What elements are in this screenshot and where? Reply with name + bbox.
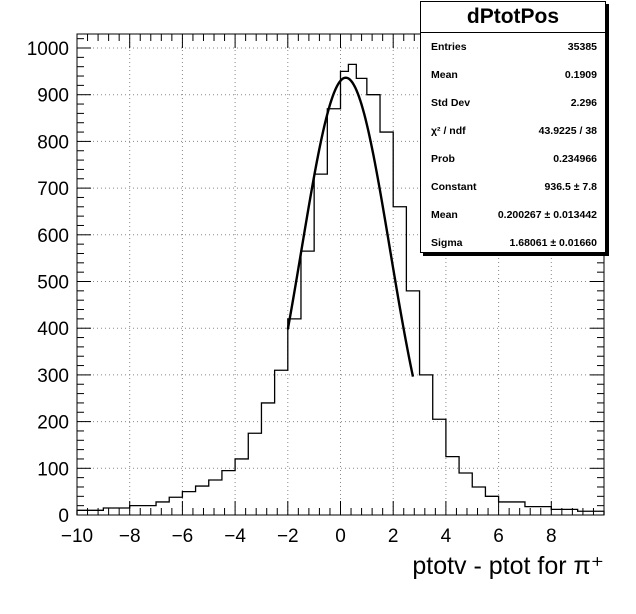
y-tick-label: 600	[37, 226, 69, 247]
stats-label: Constant	[431, 181, 477, 193]
y-tick-label: 700	[37, 179, 69, 200]
stats-label: Mean	[431, 209, 458, 221]
x-tick-label: 6	[493, 526, 504, 547]
x-tick-label: 4	[441, 526, 452, 547]
stats-value: 0.234966	[553, 153, 597, 165]
stats-rows: Entries 35385 Mean 0.1909 Std Dev 2.296 χ² / n…	[421, 33, 605, 257]
stats-row: Mean 0.1909	[421, 61, 605, 89]
y-axis-tick-labels: 0 100 200 300 400 500 600 700 800 900 1000	[27, 39, 69, 527]
x-axis-title: ptotv - ptot for π⁺	[412, 552, 604, 580]
stats-row: Mean 0.200267 ± 0.013442	[421, 201, 605, 229]
gaussian-fit-series	[286, 76, 415, 377]
stats-value: 2.296	[570, 97, 597, 109]
y-tick-label: 200	[37, 413, 69, 434]
y-tick-label: 900	[37, 86, 69, 107]
x-tick-label: −10	[61, 526, 93, 547]
y-tick-label: 1000	[27, 39, 69, 60]
y-tick-label: 500	[37, 273, 69, 294]
y-tick-label: 800	[37, 132, 69, 153]
x-tick-label: 8	[546, 526, 557, 547]
stats-title: dPtotPos	[421, 2, 605, 33]
stats-label: Std Dev	[431, 97, 471, 109]
histogram-bins	[76, 63, 605, 515]
stats-value: 0.1909	[564, 69, 597, 81]
x-tick-label: 0	[335, 526, 346, 547]
stats-row: Entries 35385	[421, 33, 605, 61]
stats-label: Entries	[431, 41, 467, 53]
stats-row: Constant 936.5 ± 7.8	[421, 173, 605, 201]
y-tick-label: 0	[58, 506, 69, 527]
y-tick-label: 100	[37, 459, 69, 480]
stats-label: Sigma	[431, 237, 463, 249]
stats-value: 936.5 ± 7.8	[544, 181, 597, 193]
x-tick-label: −8	[119, 526, 141, 547]
stats-row: Prob 0.234966	[421, 145, 605, 173]
x-tick-label: −6	[172, 526, 194, 547]
stats-row: χ² / ndf 43.9225 / 38	[421, 117, 605, 145]
x-tick-label: −4	[224, 526, 246, 547]
histogram-series	[76, 63, 605, 515]
x-tick-label: 2	[388, 526, 399, 547]
stats-label: Mean	[431, 69, 458, 81]
stats-label: Prob	[431, 153, 455, 165]
y-tick-label: 300	[37, 366, 69, 387]
stats-value: 0.200267 ± 0.013442	[497, 209, 597, 221]
stats-row: Std Dev 2.296	[421, 89, 605, 117]
stats-row: Sigma 1.68061 ± 0.01660	[421, 229, 605, 257]
stats-label: χ² / ndf	[431, 125, 466, 137]
y-tick-label: 400	[37, 319, 69, 340]
gaussian-fit-curve	[286, 76, 415, 377]
stats-box: dPtotPos Entries 35385 Mean 0.1909 Std Dev 2.…	[420, 1, 606, 253]
x-axis-tick-labels: −10 −8 −6 −4 −2 0 2 4 6 8	[61, 526, 557, 547]
stats-value: 35385	[567, 41, 597, 53]
stats-value: 1.68061 ± 0.01660	[509, 237, 597, 249]
x-tick-label: −2	[277, 526, 299, 547]
stats-value: 43.9225 / 38	[538, 125, 597, 137]
